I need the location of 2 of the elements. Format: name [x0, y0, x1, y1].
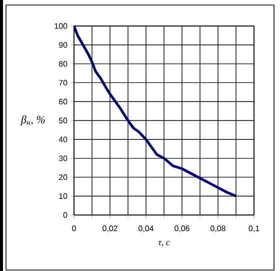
x-axis-title: τ, с: [158, 240, 170, 247]
y-axis-title: β$_{н}$, %: [20, 115, 45, 126]
